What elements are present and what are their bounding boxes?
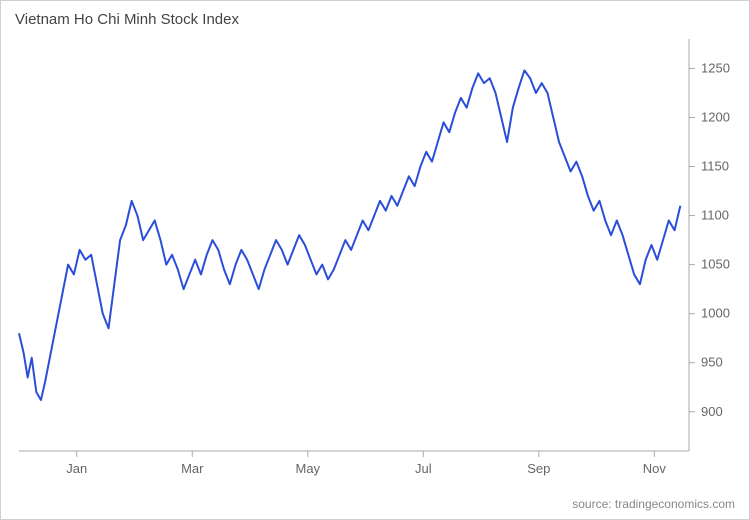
- svg-text:Sep: Sep: [527, 461, 550, 476]
- svg-text:1200: 1200: [701, 109, 730, 124]
- svg-text:Jul: Jul: [415, 461, 432, 476]
- svg-text:900: 900: [701, 404, 723, 419]
- chart-container: Vietnam Ho Chi Minh Stock Index 900 950 10…: [0, 0, 750, 520]
- chart-plot-area: 900 950 1000 1050 1100 1150 1200 1250 Jan Mar May J…: [1, 31, 750, 491]
- svg-text:1250: 1250: [701, 60, 730, 75]
- svg-text:1000: 1000: [701, 306, 730, 321]
- svg-text:1150: 1150: [701, 159, 729, 174]
- svg-text:950: 950: [701, 355, 723, 370]
- chart-svg: 900 950 1000 1050 1100 1150 1200 1250 Jan Mar May J…: [1, 31, 750, 491]
- svg-text:Jan: Jan: [66, 461, 87, 476]
- svg-text:Mar: Mar: [181, 461, 204, 476]
- svg-text:1100: 1100: [701, 208, 729, 223]
- chart-source: source: tradingeconomics.com: [572, 497, 735, 511]
- svg-text:Nov: Nov: [643, 461, 667, 476]
- chart-title: Vietnam Ho Chi Minh Stock Index: [15, 11, 239, 28]
- svg-text:1050: 1050: [701, 257, 730, 272]
- svg-text:May: May: [296, 461, 321, 476]
